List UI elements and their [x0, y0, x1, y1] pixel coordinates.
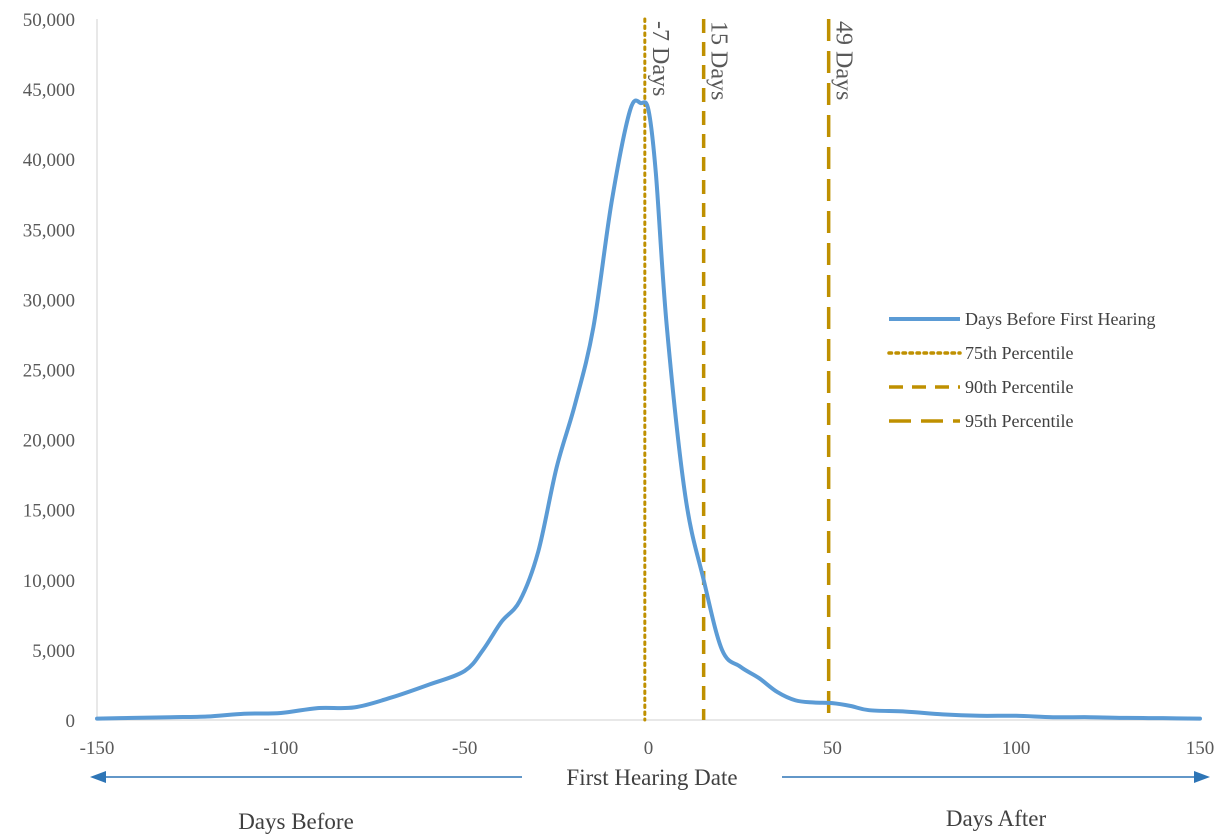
reference-line-label: 15 Days — [706, 21, 732, 100]
x-tick-label: 150 — [1186, 738, 1215, 759]
y-tick-label: 45,000 — [23, 80, 75, 101]
x-tick-label: 0 — [644, 738, 654, 759]
y-tick-label: 20,000 — [23, 431, 75, 452]
y-tick-label: 35,000 — [23, 220, 75, 241]
left-arrow-head-icon — [90, 771, 106, 783]
legend: Days Before First Hearing 75th Percentile… — [887, 309, 1155, 431]
reference-line-label: -7 Days — [647, 21, 673, 96]
y-tick-label: 40,000 — [23, 150, 75, 171]
x-tick-label: -100 — [263, 738, 298, 759]
x-tick-label: 100 — [1002, 738, 1031, 759]
y-tick-label: 25,000 — [23, 361, 75, 382]
y-tick-label: 30,000 — [23, 290, 75, 311]
bottom-annotation: First Hearing Date Days Before Days Afte… — [90, 765, 1210, 834]
series-line — [95, 98, 1202, 721]
right-caption: Days After — [946, 806, 1047, 831]
y-tick-label: 0 — [66, 711, 76, 732]
y-tick-label: 10,000 — [23, 571, 75, 592]
x-axis: -150 -100 -50 0 50 100 150 — [80, 719, 1215, 759]
axis-caption: First Hearing Date — [566, 765, 737, 790]
legend-label: Days Before First Hearing — [965, 309, 1155, 329]
x-tick-label: -50 — [452, 738, 477, 759]
reference-line-label: 49 Days — [831, 21, 857, 100]
x-tick-label: -150 — [80, 738, 115, 759]
legend-label: 75th Percentile — [965, 343, 1073, 363]
series-lines — [95, 98, 1202, 721]
left-caption: Days Before — [238, 809, 354, 834]
y-tick-label: 15,000 — [23, 501, 75, 522]
legend-label: 90th Percentile — [965, 377, 1073, 397]
x-tick-label: 50 — [823, 738, 842, 759]
reference-lines: -7 Days 15 Days 49 Days — [643, 17, 857, 722]
y-tick-label: 50,000 — [23, 10, 75, 31]
legend-label: 95th Percentile — [965, 411, 1073, 431]
y-axis: 0 5,000 10,000 15,000 20,000 25,000 30,000 35,0… — [23, 10, 98, 732]
right-arrow-head-icon — [1194, 771, 1210, 783]
y-tick-label: 5,000 — [32, 641, 75, 662]
